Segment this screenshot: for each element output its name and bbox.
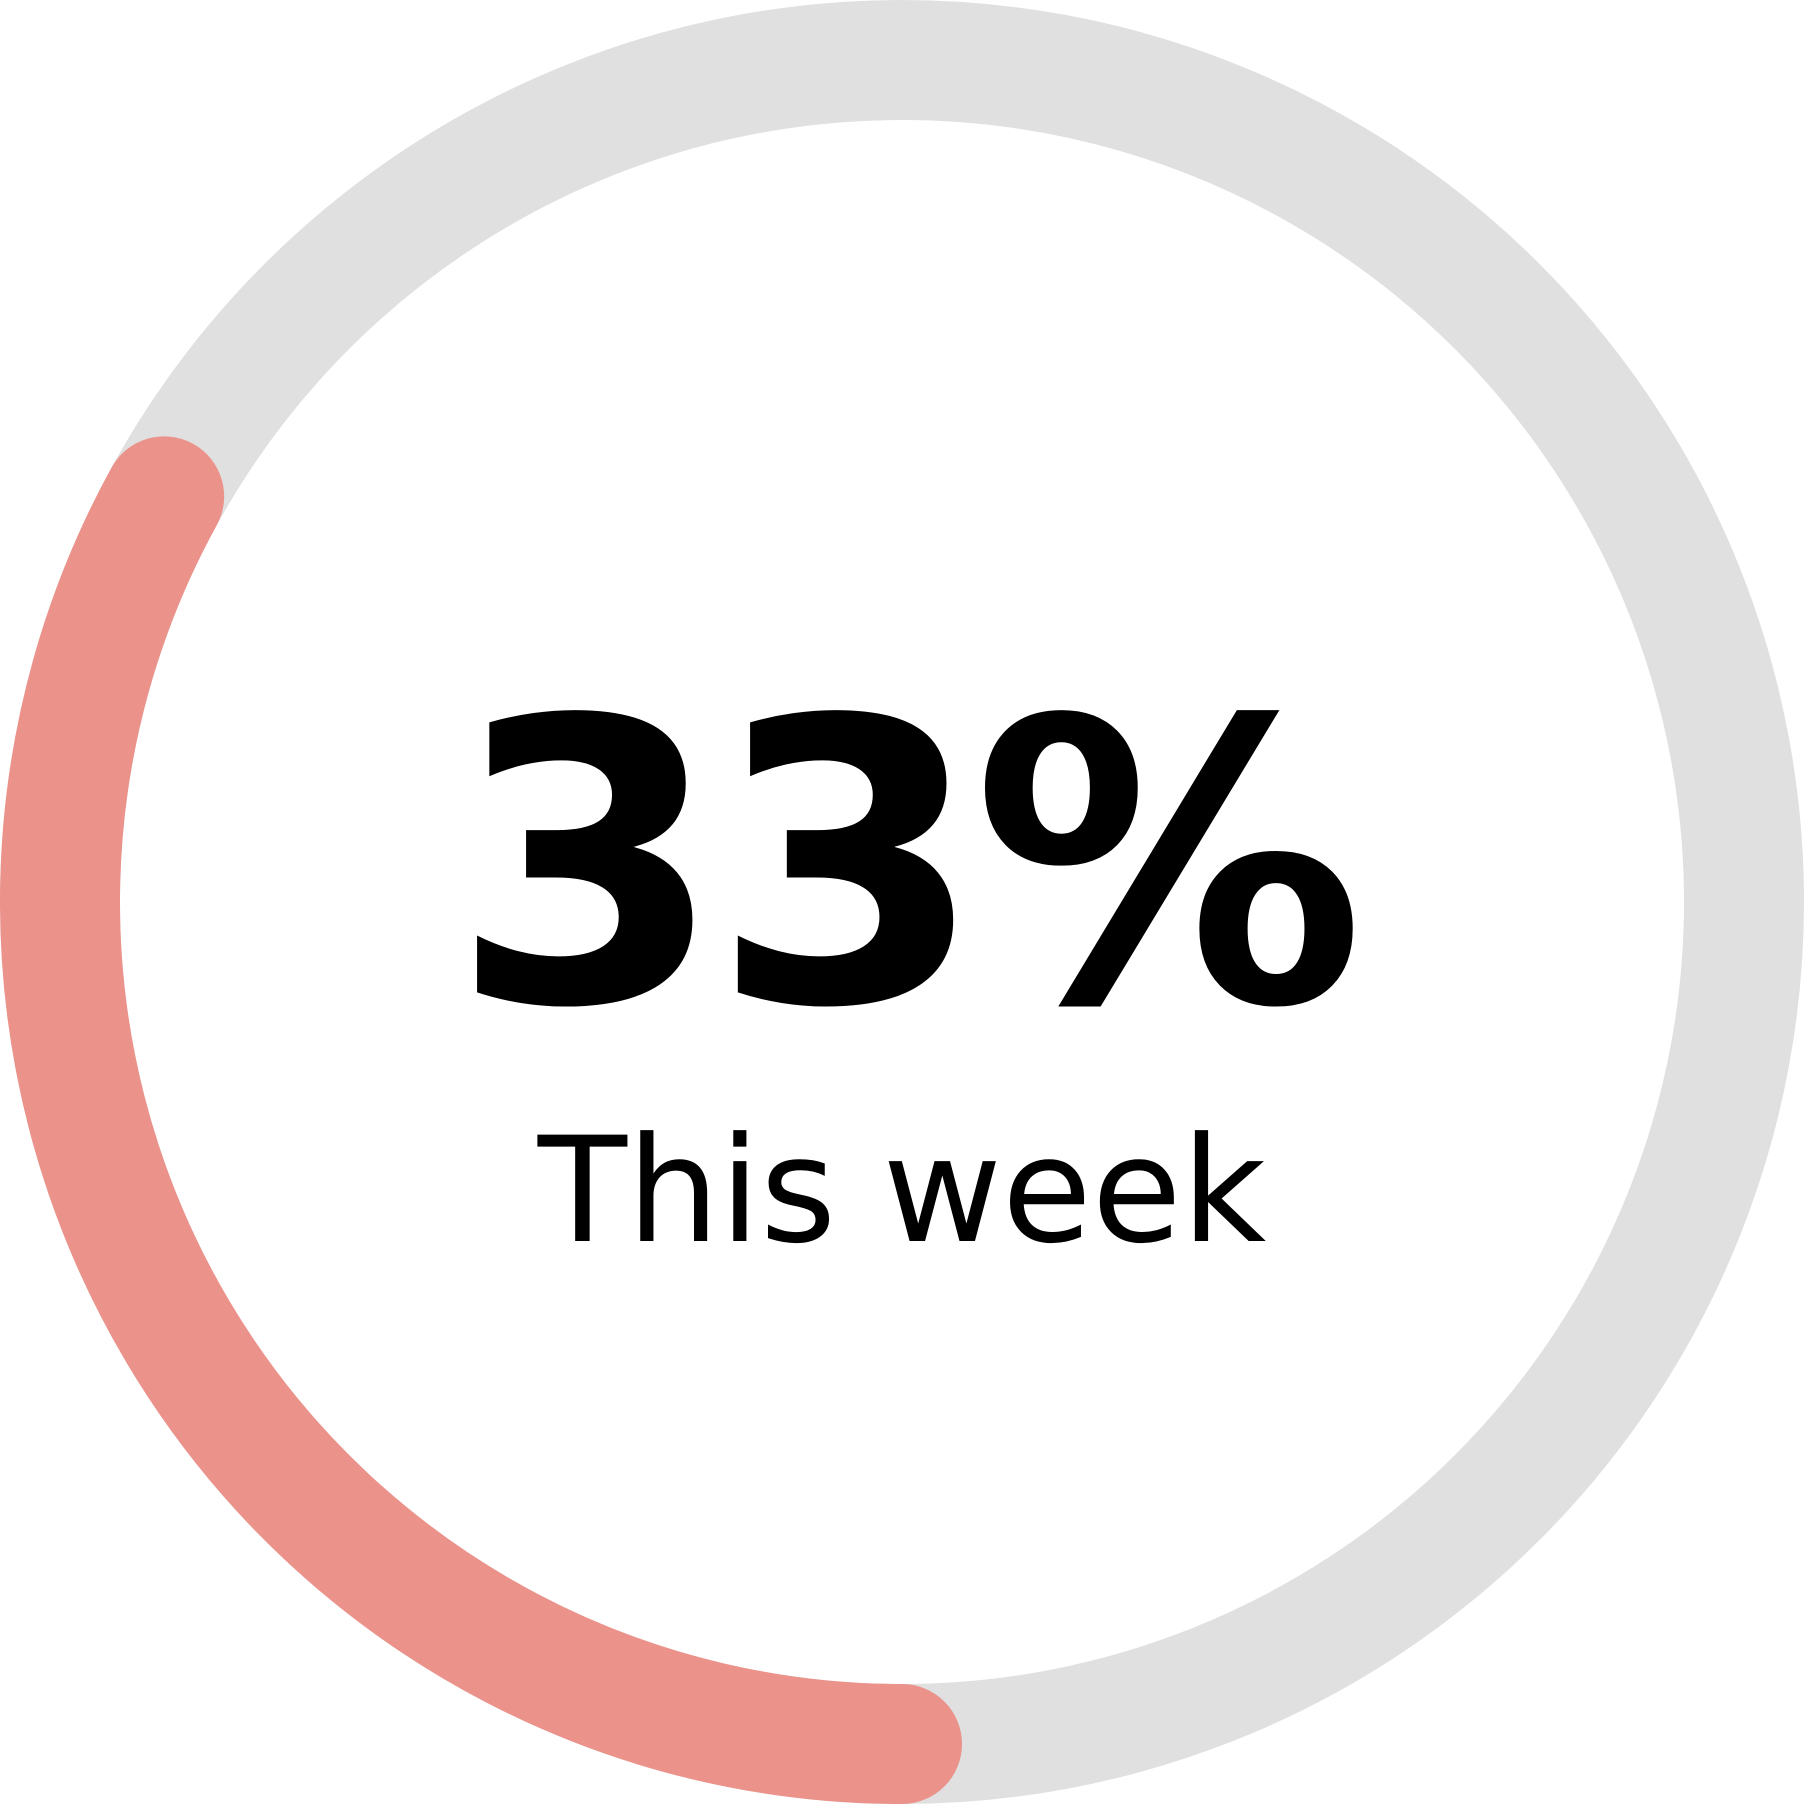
ring-progress-arc xyxy=(0,436,962,1804)
period-caption: This week xyxy=(537,1106,1267,1276)
percent-value: 33% xyxy=(450,638,1365,1094)
